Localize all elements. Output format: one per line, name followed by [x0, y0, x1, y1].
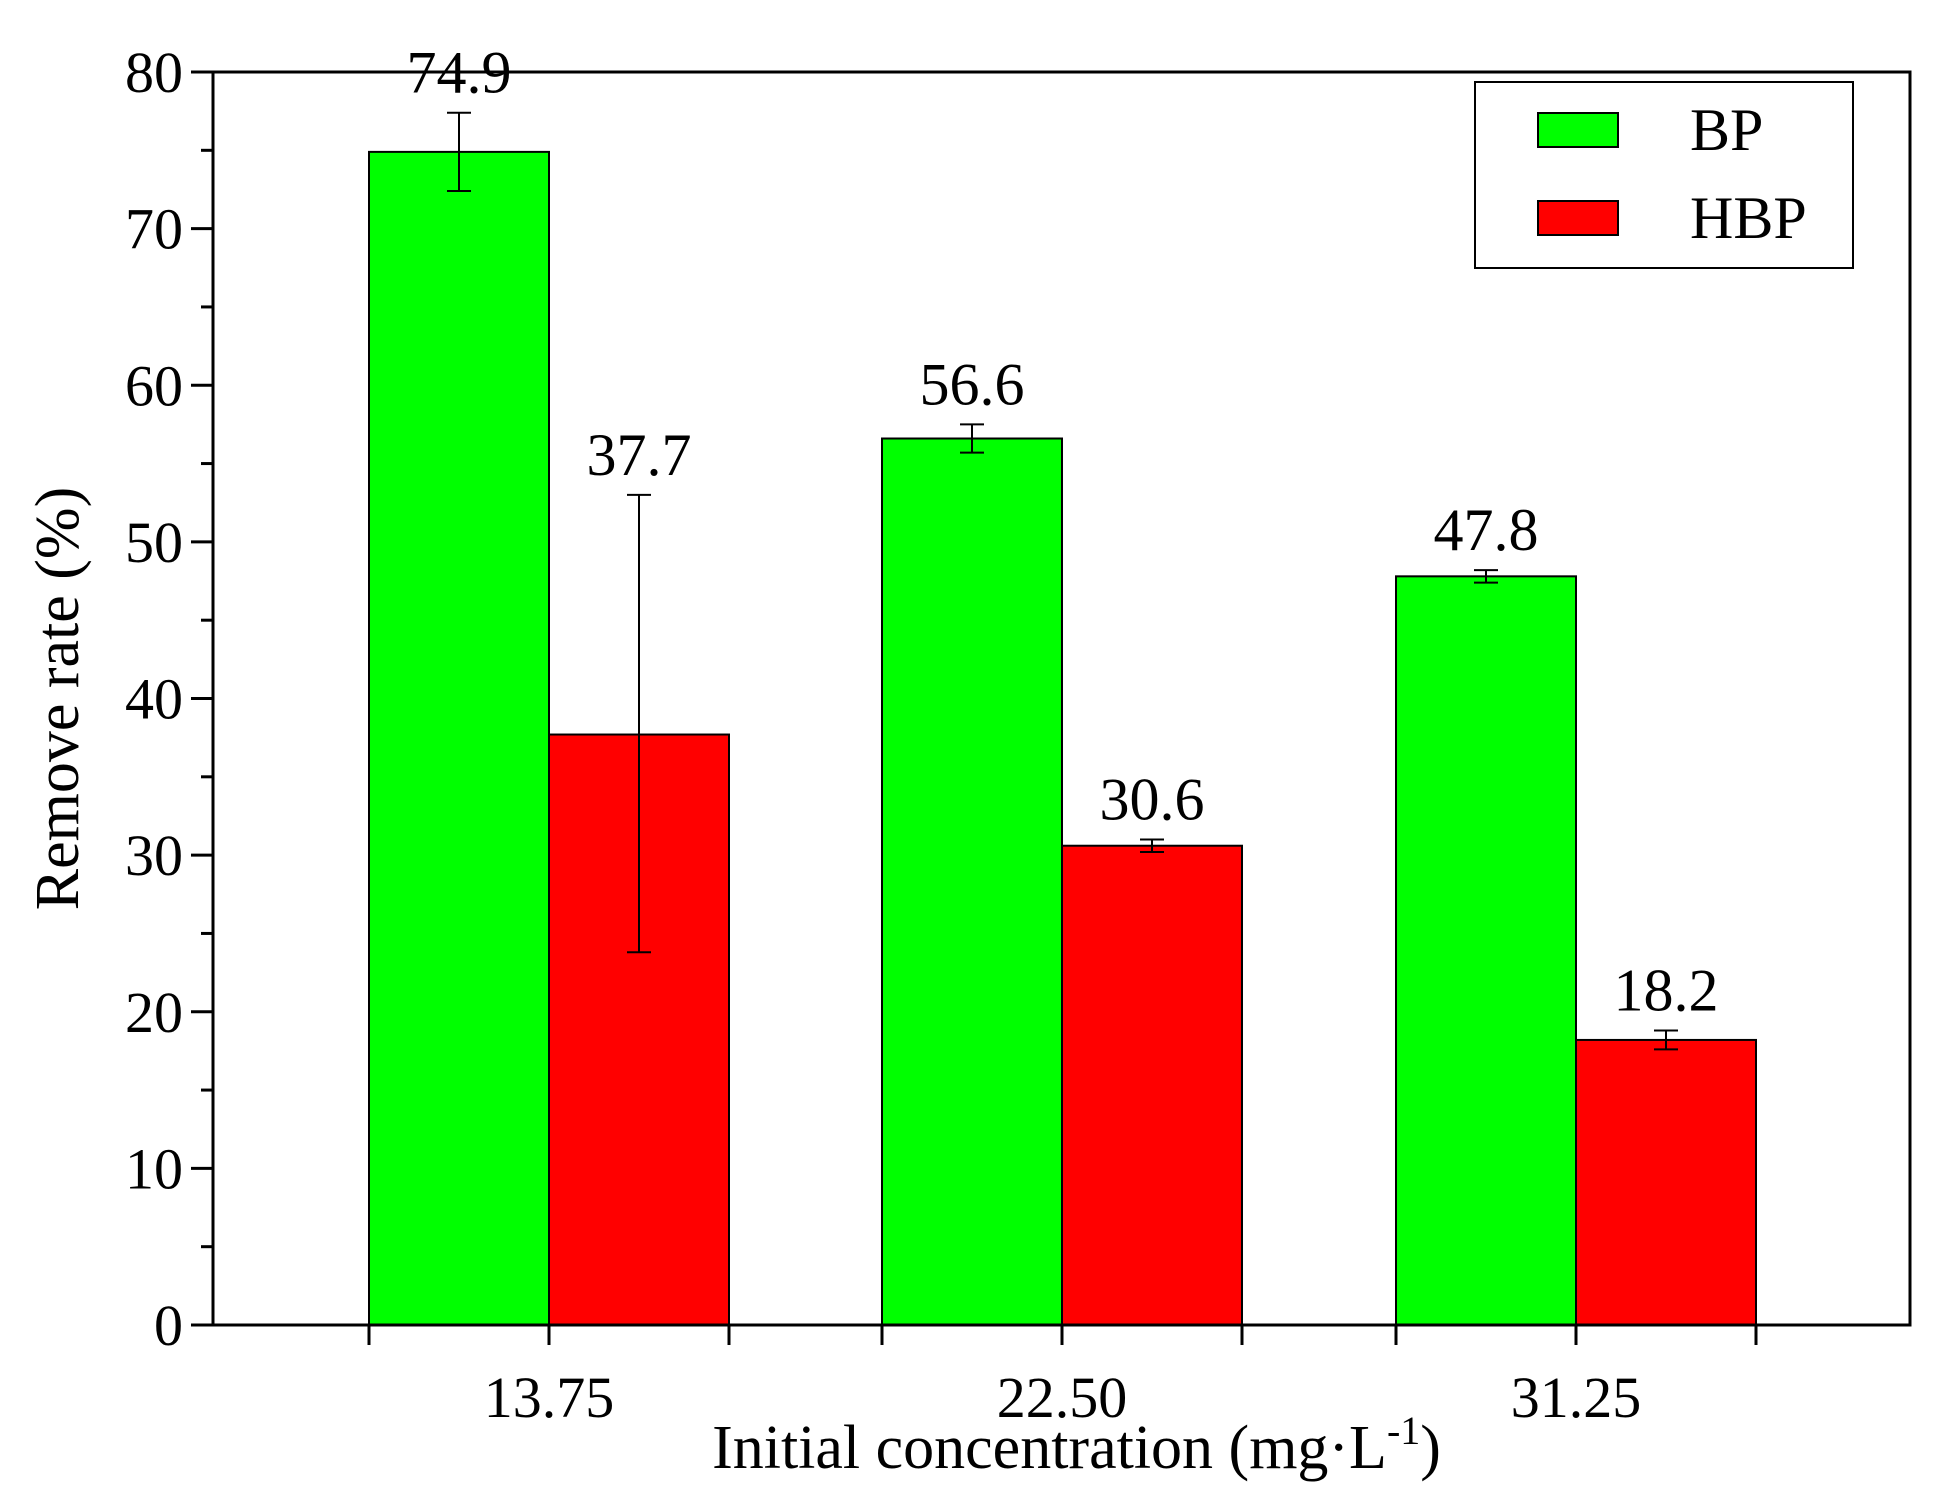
y-tick-label: 10 — [125, 1136, 183, 1201]
y-tick-label: 70 — [125, 197, 183, 262]
data-label-hbp-0: 37.7 — [587, 422, 692, 488]
error-bar-hbp-2 — [1654, 1029, 1678, 1051]
bar-bp-1 — [881, 437, 1063, 1326]
x-tick-label: 13.75 — [484, 1365, 615, 1430]
error-bar-hbp-0 — [627, 493, 651, 954]
x-axis-title-suffix: ) — [1420, 1414, 1441, 1482]
plot-area: 74.956.647.837.730.618.2 — [368, 40, 1757, 1326]
y-tick-label: 20 — [125, 980, 183, 1045]
y-tick-label: 80 — [125, 40, 183, 105]
error-bar-bp-1 — [960, 423, 984, 454]
y-tick-label: 30 — [125, 823, 183, 888]
y-tick-label: 50 — [125, 510, 183, 575]
y-tick-label: 0 — [154, 1293, 183, 1358]
legend: BP HBP — [1474, 81, 1854, 269]
data-label-bp-2: 47.8 — [1434, 497, 1539, 563]
data-label-hbp-1: 30.6 — [1100, 766, 1205, 832]
error-bar-hbp-1 — [1140, 838, 1164, 853]
bar-bp-0 — [368, 150, 550, 1326]
x-axis-title-superscript: -1 — [1387, 1408, 1420, 1453]
x-tick-label: 31.25 — [1511, 1365, 1642, 1430]
axes: 0 10 20 30 40 50 60 70 80 13.75 22.50 31.25 Initial … — [24, 40, 1912, 1482]
x-tick-label: 22.50 — [997, 1365, 1128, 1430]
error-bar-bp-2 — [1474, 569, 1498, 584]
y-axis-title: Remove rate (%) — [24, 487, 92, 910]
legend-swatch-bp — [1537, 112, 1619, 148]
data-label-hbp-2: 18.2 — [1614, 958, 1719, 1024]
bar-hbp-1 — [1061, 844, 1243, 1326]
y-tick-label: 40 — [125, 667, 183, 732]
data-label-bp-1: 56.6 — [920, 351, 1025, 417]
x-axis-title: Initial concentration (mg·L-1) — [712, 1408, 1441, 1482]
error-bar-bp-0 — [447, 111, 471, 193]
bar-hbp-2 — [1575, 1038, 1757, 1326]
x-axis-title-main: Initial concentration (mg·L — [712, 1414, 1387, 1482]
y-tick-label: 60 — [125, 353, 183, 418]
legend-label-hbp: HBP — [1690, 185, 1807, 251]
legend-label-bp: BP — [1690, 97, 1763, 163]
bar-bp-2 — [1395, 575, 1577, 1326]
legend-swatch-hbp — [1537, 200, 1619, 236]
